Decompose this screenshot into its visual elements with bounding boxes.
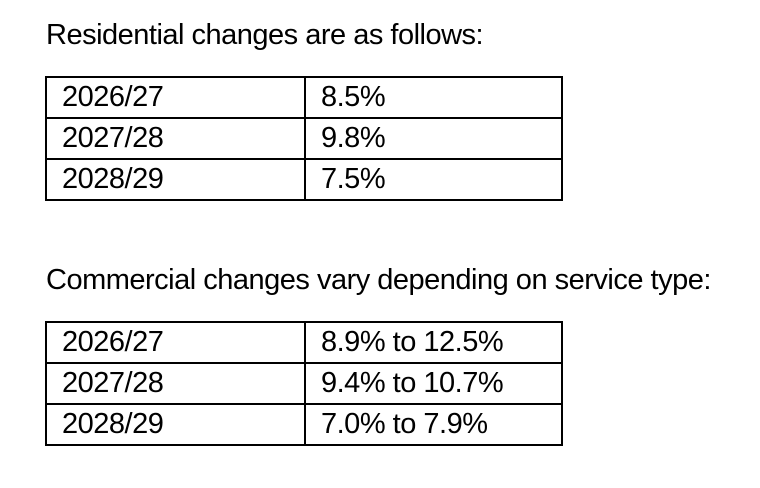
table-row: 2027/28 9.4% to 10.7% [45, 362, 563, 405]
table-row: 2026/27 8.9% to 12.5% [45, 321, 563, 364]
table-row: 2026/27 8.5% [45, 76, 563, 119]
year-cell: 2028/29 [45, 403, 306, 446]
value-cell: 8.9% to 12.5% [304, 321, 563, 364]
commercial-rate-table: 2026/27 8.9% to 12.5% 2027/28 9.4% to 10… [45, 321, 563, 446]
value-cell: 7.0% to 7.9% [304, 403, 563, 446]
table-row: 2027/28 9.8% [45, 117, 563, 160]
commercial-heading: Commercial changes vary depending on ser… [46, 264, 711, 296]
value-cell: 8.5% [304, 76, 563, 119]
residential-heading: Residential changes are as follows: [46, 19, 484, 51]
value-cell: 9.4% to 10.7% [304, 362, 563, 405]
residential-rate-table: 2026/27 8.5% 2027/28 9.8% 2028/29 7.5% [45, 76, 563, 201]
value-cell: 7.5% [304, 158, 563, 201]
table-row: 2028/29 7.0% to 7.9% [45, 403, 563, 446]
year-cell: 2027/28 [45, 362, 306, 405]
year-cell: 2026/27 [45, 76, 306, 119]
table-row: 2028/29 7.5% [45, 158, 563, 201]
value-cell: 9.8% [304, 117, 563, 160]
year-cell: 2028/29 [45, 158, 306, 201]
year-cell: 2027/28 [45, 117, 306, 160]
year-cell: 2026/27 [45, 321, 306, 364]
